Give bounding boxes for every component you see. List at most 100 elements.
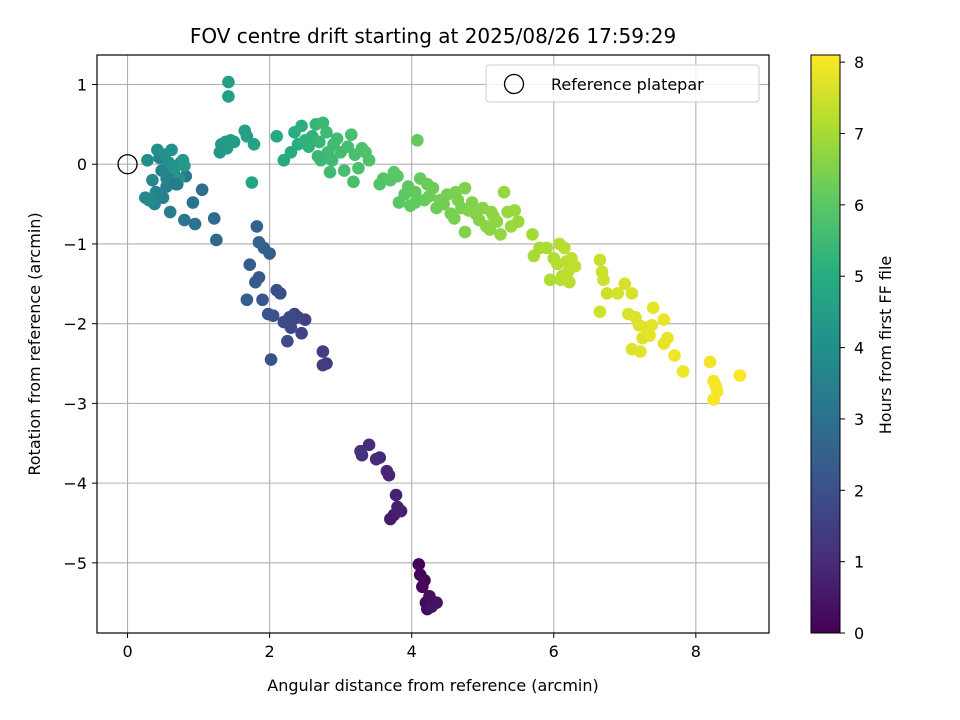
y-tick-label-5: −4 — [63, 474, 87, 493]
data-point-147 — [465, 196, 479, 209]
data-point-37 — [256, 293, 269, 307]
data-point-183 — [597, 273, 610, 287]
data-point-187 — [618, 277, 632, 291]
data-point-14 — [389, 488, 403, 502]
data-point-136 — [426, 181, 440, 195]
data-points — [139, 75, 747, 616]
data-point-30 — [281, 334, 294, 348]
y-tick-label-2: −1 — [63, 235, 87, 254]
x-axis-ticks: 0 2 4 6 8 — [122, 633, 701, 661]
data-point-159 — [508, 204, 521, 217]
data-point-168 — [540, 241, 553, 255]
x-tick-label-3: 6 — [549, 642, 559, 661]
data-point-44 — [252, 236, 266, 249]
colorbar-gradient — [810, 54, 841, 634]
colorbar-tick-label-8: 8 — [854, 53, 864, 72]
data-point-102 — [316, 116, 330, 130]
data-point-24 — [316, 345, 330, 358]
data-point-16 — [380, 464, 394, 478]
data-point-8 — [418, 574, 431, 587]
data-point-51 — [186, 196, 200, 209]
data-point-104 — [320, 126, 333, 139]
data-point-68 — [141, 153, 154, 167]
legend-label: Reference platepar — [551, 75, 704, 94]
data-point-142 — [448, 212, 461, 225]
data-point-41 — [240, 293, 254, 307]
data-point-189 — [625, 287, 639, 300]
data-point-164 — [408, 196, 422, 209]
data-point-36 — [261, 307, 275, 321]
colorbar: 0 1 2 3 4 5 6 7 8 Hours from first FF file — [810, 53, 895, 643]
data-point-121 — [311, 149, 325, 163]
data-point-21 — [354, 444, 367, 458]
data-point-35 — [264, 353, 278, 366]
plot-frame — [96, 54, 770, 634]
data-point-49 — [207, 212, 221, 225]
legend-box — [485, 64, 760, 103]
data-point-86 — [222, 75, 235, 89]
y-axis-ticks: 1 0 −1 −2 −3 −4 −5 — [63, 75, 97, 573]
data-point-160 — [511, 215, 525, 228]
data-point-196 — [634, 345, 647, 358]
data-point-181 — [593, 253, 607, 267]
data-point-163 — [484, 205, 498, 219]
data-point-162 — [449, 185, 463, 199]
data-point-161 — [458, 225, 472, 239]
x-tick-label-4: 8 — [691, 642, 701, 661]
data-point-65 — [146, 173, 159, 187]
data-point-155 — [494, 228, 507, 241]
data-point-40 — [243, 258, 257, 271]
y-tick-label-0: 1 — [77, 75, 87, 94]
data-point-23 — [316, 358, 330, 372]
colorbar-tick-label-7: 7 — [854, 124, 864, 143]
legend: Reference platepar — [485, 64, 760, 103]
colorbar-tick-label-4: 4 — [854, 339, 864, 358]
data-point-48 — [210, 233, 223, 247]
y-tick-label-4: −3 — [63, 394, 87, 413]
y-tick-label-1: 0 — [77, 155, 87, 174]
data-point-186 — [611, 287, 624, 300]
colorbar-tick-label-5: 5 — [854, 267, 864, 286]
data-point-118 — [347, 175, 360, 189]
colorbar-tick-label-3: 3 — [854, 410, 864, 429]
colorbar-label: Hours from first FF file — [876, 256, 895, 435]
data-point-52 — [188, 217, 202, 231]
data-point-90 — [245, 176, 259, 189]
data-point-199 — [661, 331, 674, 345]
data-point-200 — [657, 313, 671, 326]
data-point-9 — [425, 600, 438, 613]
data-point-18 — [369, 452, 383, 466]
data-point-91 — [270, 130, 284, 143]
x-tick-label-1: 2 — [265, 642, 275, 661]
data-point-180 — [561, 265, 575, 279]
data-point-53 — [178, 213, 191, 227]
chart-title: FOV centre drift starting at 2025/08/26 … — [190, 24, 676, 48]
data-point-174 — [558, 241, 571, 255]
legend-reference-marker — [503, 73, 525, 95]
data-point-96 — [295, 119, 308, 133]
data-point-201 — [668, 349, 681, 362]
data-point-154 — [490, 215, 504, 228]
data-point-106 — [323, 165, 337, 179]
data-point-84 — [227, 135, 241, 149]
data-point-130 — [408, 185, 422, 199]
data-point-0 — [412, 558, 426, 571]
x-tick-label-0: 0 — [122, 642, 132, 661]
data-point-125 — [391, 169, 404, 183]
data-point-165 — [526, 228, 539, 241]
data-point-73 — [167, 161, 181, 175]
data-point-110 — [337, 164, 351, 177]
colorbar-tick-label-0: 0 — [854, 624, 864, 643]
data-point-207 — [733, 369, 747, 382]
data-point-194 — [643, 329, 656, 342]
data-point-197 — [646, 301, 660, 315]
data-point-203 — [703, 355, 717, 369]
data-point-139 — [437, 197, 450, 211]
reference-marker — [117, 154, 138, 175]
data-point-58 — [163, 205, 177, 219]
y-axis-label: Rotation from reference (arcmin) — [25, 212, 44, 475]
data-point-117 — [362, 153, 376, 167]
data-point-13 — [394, 504, 408, 518]
y-tick-label-6: −5 — [63, 554, 87, 573]
